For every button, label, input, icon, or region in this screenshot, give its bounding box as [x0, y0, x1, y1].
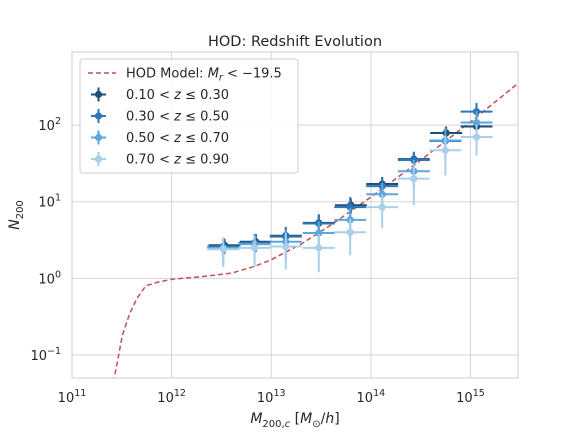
- data-point: [410, 156, 418, 164]
- legend-swatch-marker: [94, 133, 103, 142]
- x-tick-label: 1015: [456, 388, 485, 406]
- model-curve-group: [113, 82, 518, 378]
- legend-series-label: 0.70 < z ≤ 0.90: [126, 153, 229, 168]
- data-point: [472, 118, 481, 127]
- data-point: [282, 242, 290, 251]
- series-4: [207, 125, 493, 273]
- chart-title: HOD: Redshift Evolution: [208, 34, 382, 50]
- legend-series-label: 0.10 < z ≤ 0.30: [126, 88, 229, 103]
- data-point: [315, 244, 323, 252]
- data-point: [410, 175, 418, 183]
- x-tick-label: 1012: [157, 388, 186, 406]
- legend-swatch-marker: [94, 90, 103, 99]
- legend-model-label: HOD Model: Mr < −19.5: [126, 67, 282, 84]
- data-point: [250, 244, 259, 252]
- data-series-group: [207, 102, 493, 273]
- x-tick-label: 1014: [357, 388, 386, 406]
- plot-frame: [71, 51, 519, 379]
- y-tick-label: 101: [38, 193, 61, 211]
- y-tick-label: 102: [38, 116, 61, 134]
- x-tick-label: 1011: [58, 388, 87, 406]
- y-axis-label: N200: [7, 200, 26, 230]
- legend: HOD Model: Mr < −19.5 0.10 < z ≤ 0.30 0.30…: [79, 58, 299, 174]
- data-point: [441, 146, 449, 154]
- x-axis-label: M200,c [M⊙/h]: [250, 411, 339, 430]
- data-point: [315, 229, 323, 237]
- tick-labels: 1011 1012 1013 1014 1015 10−1 100 101 102: [30, 116, 484, 406]
- legend-swatch-marker: [94, 112, 103, 120]
- data-point: [219, 245, 227, 253]
- y-tick-label: 10−1: [30, 346, 61, 364]
- legend-box: [79, 58, 299, 174]
- data-point: [472, 133, 481, 141]
- hod-model-line: [113, 82, 518, 378]
- data-point: [346, 203, 354, 211]
- legend-series-label: 0.50 < z ≤ 0.70: [126, 131, 229, 146]
- y-tick-label: 100: [38, 269, 61, 287]
- data-point: [378, 203, 386, 211]
- data-point: [346, 228, 354, 236]
- legend-swatch-marker: [94, 155, 103, 163]
- x-tick-label: 1013: [257, 388, 286, 406]
- legend-series-label: 0.30 < z ≤ 0.50: [126, 110, 229, 125]
